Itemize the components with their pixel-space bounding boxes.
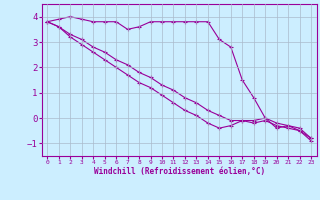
X-axis label: Windchill (Refroidissement éolien,°C): Windchill (Refroidissement éolien,°C) xyxy=(94,167,265,176)
